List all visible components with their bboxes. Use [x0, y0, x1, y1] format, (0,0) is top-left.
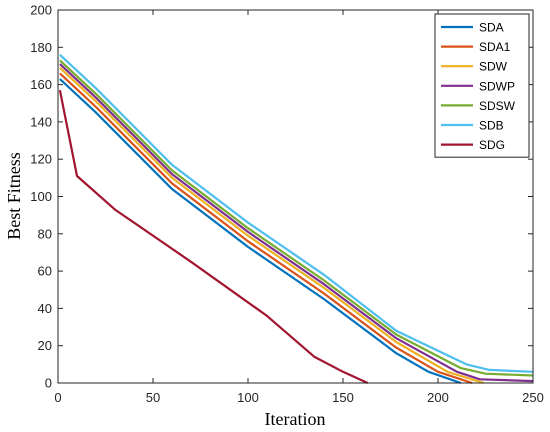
y-tick-label: 40	[38, 301, 52, 316]
y-tick-label: 80	[38, 226, 52, 241]
y-tick-label: 200	[30, 3, 52, 18]
y-tick-label: 160	[30, 77, 52, 92]
legend-label-sda1: SDA1	[479, 40, 511, 54]
y-axis-title: Best Fitness	[4, 152, 24, 240]
x-tick-label: 250	[522, 390, 544, 405]
x-tick-label: 100	[237, 390, 259, 405]
x-tick-label: 50	[146, 390, 160, 405]
legend: SDA SDA1 SDW SDWP SDSW SDB SDG	[434, 13, 530, 158]
legend-label-sdw: SDW	[479, 60, 508, 74]
series-line-sdw	[59, 66, 484, 385]
series-layer	[58, 53, 534, 385]
x-tick-label: 0	[54, 390, 61, 405]
y-tick-label: 20	[38, 338, 52, 353]
legend-label-sda: SDA	[479, 21, 504, 35]
y-tick-label: 140	[30, 114, 52, 129]
series-line-sdb	[59, 53, 534, 373]
y-tick-label: 0	[45, 376, 52, 391]
y-tick-label: 100	[30, 189, 52, 204]
series-line-sdwp	[59, 63, 534, 383]
series-line-sda	[59, 78, 462, 385]
x-axis-title: Iteration	[265, 409, 326, 429]
legend-label-sdg: SDG	[479, 138, 505, 152]
y-tick-label: 60	[38, 264, 52, 279]
x-tick-label: 150	[332, 390, 354, 405]
y-tick-label: 120	[30, 152, 52, 167]
series-line-sdsw	[59, 59, 534, 377]
series-line-sdg	[58, 89, 369, 385]
legend-label-sdwp: SDWP	[479, 79, 515, 93]
y-tick-label: 180	[30, 40, 52, 55]
series-line-sda1	[59, 72, 473, 385]
x-tick-label: 200	[427, 390, 449, 405]
legend-label-sdsw: SDSW	[479, 99, 516, 113]
legend-label-sdb: SDB	[479, 119, 504, 133]
tick-layer: 0 50 100 150 200 250 0 20 40 60 80 100 120 140 160 180 2…	[30, 3, 544, 406]
